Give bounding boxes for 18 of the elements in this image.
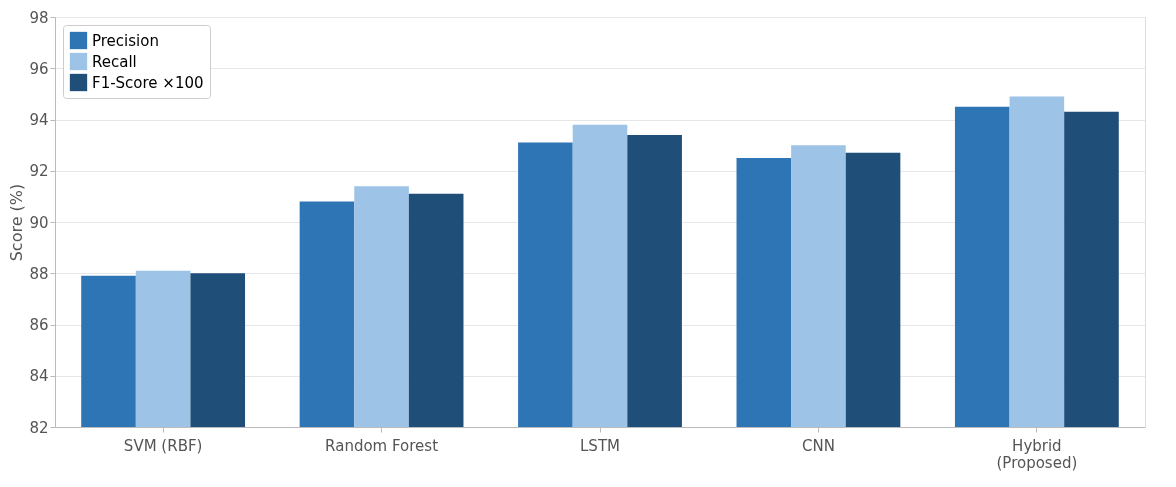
legend-label: Precision [92, 31, 159, 50]
legend-label: Recall [92, 52, 137, 71]
y-tick-label: 92 [29, 162, 49, 181]
y-tick-label: 94 [29, 111, 49, 129]
legend-label: F1-Score ×100 [92, 73, 204, 92]
x-tick-label: LSTM [580, 436, 620, 455]
y-tick-label: 96 [29, 59, 49, 78]
y-tick-label: 90 [29, 213, 49, 232]
y-tick-label: 86 [29, 316, 49, 334]
y-axis-title: Score (%) [7, 183, 27, 262]
y-tick-label: 82 [29, 418, 49, 437]
x-tick-label: CNN [801, 436, 835, 455]
x-tick-label: SVM (RBF) [123, 436, 203, 455]
y-tick-label: 84 [29, 367, 49, 386]
x-tick-label: Hybrid (Proposed) [996, 436, 1078, 472]
x-tick-label: Random Forest [325, 436, 439, 455]
y-tick-label: 98 [29, 8, 49, 27]
y-tick-label: 88 [29, 264, 49, 283]
